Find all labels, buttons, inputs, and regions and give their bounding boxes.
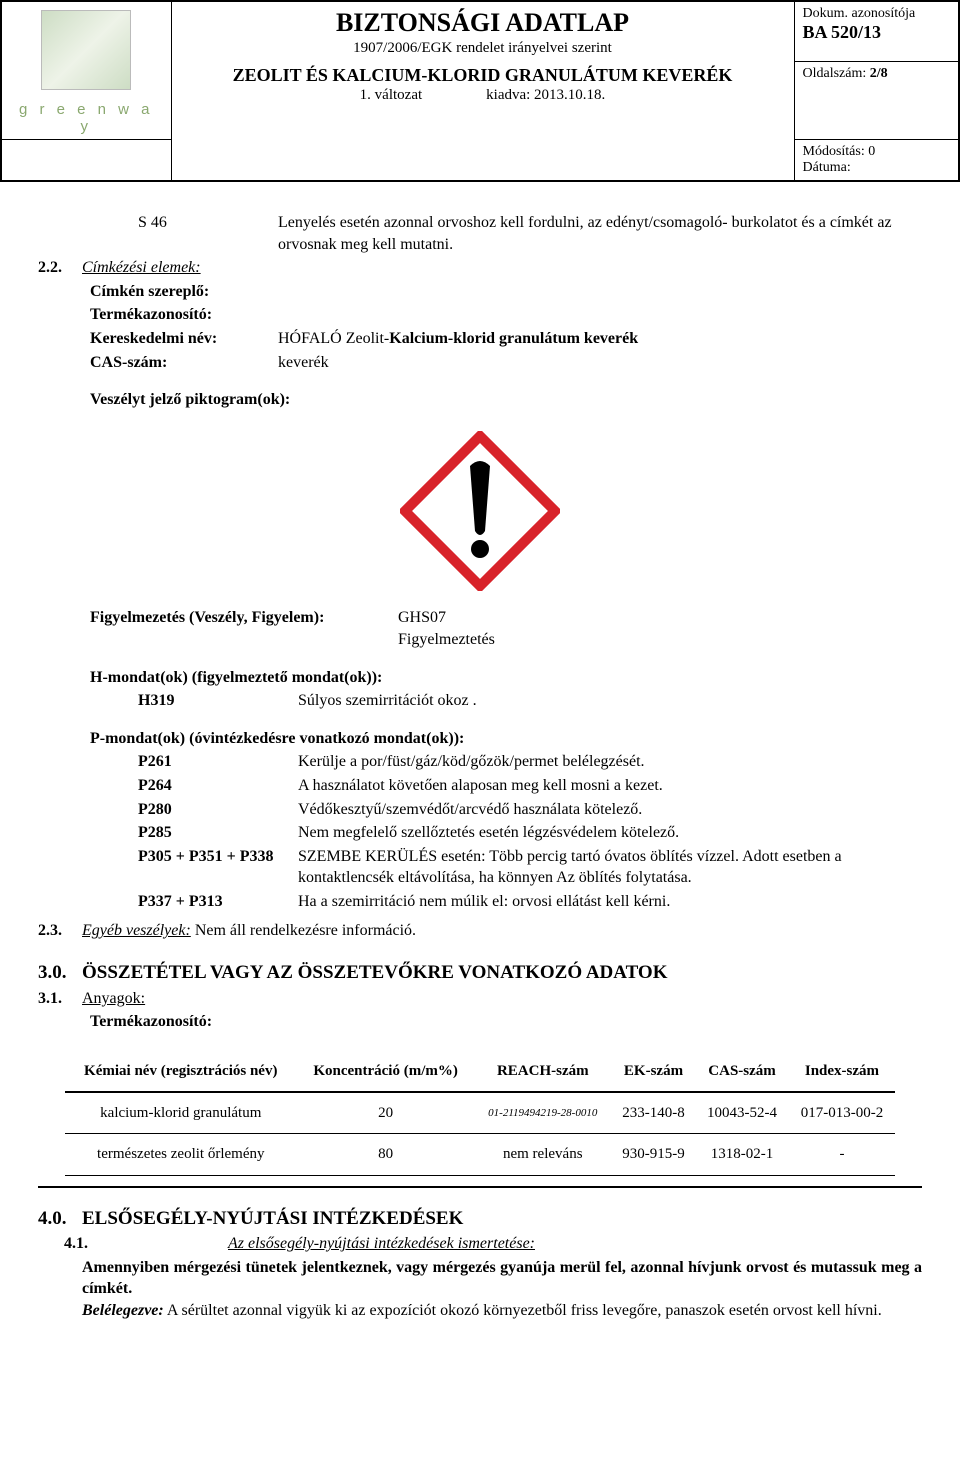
p264-text: A használatot követően alaposan meg kell… [298, 775, 922, 797]
r1-idx: 017-013-00-2 [788, 1092, 895, 1134]
greenway-logo-text: g r e e n w a y [10, 101, 163, 135]
th-idx: Index-szám [788, 1051, 895, 1092]
p280-code: P280 [138, 799, 298, 821]
r2-name: természetes zeolit őrlemény [65, 1134, 298, 1175]
r1-name: kalcium-klorid granulátum [65, 1092, 298, 1134]
doc-id-cell: Dokum. azonosítója BA 520/13 [794, 1, 959, 61]
document-header: g r e e n w a y BIZTONSÁGI ADATLAP 1907/… [0, 0, 960, 182]
mod-label: Módosítás: 0 [803, 144, 951, 160]
sec-41-para1: Amennyiben mérgezési tünetek jelentkezne… [82, 1259, 922, 1298]
th-ek: EK-szám [611, 1051, 695, 1092]
cas-label: CAS-szám: [38, 352, 278, 374]
doc-title: BIZTONSÁGI ADATLAP [180, 8, 786, 38]
p305-text: SZEMBE KERÜLÉS esetén: Több percig tartó… [298, 846, 922, 889]
ghs07-icon [400, 431, 560, 591]
sec-23-text: Egyéb veszélyek: Nem áll rendelkezésre i… [82, 920, 416, 942]
sec-41-para2-bold: Belélegezve: [82, 1302, 164, 1319]
keresk-label: Kereskedelmi név: [38, 328, 278, 350]
page-value: 2/8 [870, 66, 888, 81]
sec-41-title: Az elsősegély-nyújtási intézkedések isme… [228, 1233, 535, 1255]
sec-30-title: ÖSSZETÉTEL VAGY AZ ÖSSZETEVŐKRE VONATKOZ… [82, 960, 667, 986]
sec-40-title: ELSŐSEGÉLY-NYÚJTÁSI INTÉZKEDÉSEK [82, 1206, 463, 1232]
version-label: 1. változat [360, 87, 422, 103]
r1-ek: 233-140-8 [611, 1092, 695, 1134]
cas-value: keverék [278, 352, 922, 374]
title-cell: BIZTONSÁGI ADATLAP 1907/2006/EGK rendele… [171, 1, 794, 61]
p261-code: P261 [138, 751, 298, 773]
cimken-label: Címkén szereplő: [38, 281, 278, 303]
th-name: Kémiai név (regisztrációs név) [65, 1051, 298, 1092]
r1-conc: 20 [297, 1092, 474, 1134]
p285-text: Nem megfelelő szellőztetés esetén légzés… [298, 822, 922, 844]
r2-reach: nem releváns [474, 1134, 611, 1175]
s46-code: S 46 [38, 212, 278, 255]
p261-text: Kerülje a por/füst/gáz/köd/gőzök/permet … [298, 751, 922, 773]
mod-cell: Módosítás: 0 Dátuma: [794, 140, 959, 182]
page-cell: Oldalszám: 2/8 [794, 61, 959, 140]
r2-conc: 80 [297, 1134, 474, 1175]
table-row: természetes zeolit őrlemény 80 nem relev… [65, 1134, 896, 1175]
p280-text: Védőkesztyű/szemvédőt/arcvédő használata… [298, 799, 922, 821]
document-body: S 46 Lenyelés esetén azonnal orvoshoz ke… [0, 182, 960, 1332]
table-header-row: Kémiai név (regisztrációs név) Koncentrá… [65, 1051, 896, 1092]
logo-cell: g r e e n w a y [1, 1, 171, 140]
ghs-block: GHS07 Figyelmeztetés [398, 607, 922, 650]
p-header: P-mondat(ok) (óvintézkedésre vonatkozó m… [38, 728, 464, 750]
ghs-code: GHS07 [398, 607, 922, 629]
sec-31-title: Anyagok: [82, 988, 145, 1010]
sec-22-title: Címkézési elemek: [82, 257, 201, 279]
signal-value: Figyelmeztetés [398, 629, 922, 651]
ghs-pictogram [38, 431, 922, 598]
sec-41-para1-wrap: Amennyiben mérgezési tünetek jelentkezne… [82, 1257, 922, 1300]
product-cell: ZEOLIT ÉS KALCIUM-KLORID GRANULÁTUM KEVE… [171, 61, 794, 181]
r1-reach: 01-2119494219-28-0010 [474, 1092, 611, 1134]
sec-30-num: 3.0. [38, 960, 82, 986]
greenway-logo-image [41, 10, 131, 90]
p305-code: P305 + P351 + P338 [138, 846, 298, 889]
sec-41-num: 4.1. [64, 1233, 108, 1255]
th-conc: Koncentráció (m/m%) [297, 1051, 474, 1092]
issued-label: kiadva: 2013.10.18. [486, 87, 605, 103]
section-divider [38, 1186, 922, 1188]
doc-id-label: Dokum. azonosítója [803, 6, 951, 22]
r1-cas: 10043-52-4 [696, 1092, 789, 1134]
p337-text: Ha a szemirritáció nem múlik el: orvosi … [298, 891, 922, 913]
doc-subtitle: 1907/2006/EGK rendelet irányelvei szerin… [180, 40, 786, 57]
product-name: ZEOLIT ÉS KALCIUM-KLORID GRANULÁTUM KEVE… [180, 65, 786, 86]
termek-label-2: Termékazonosító: [38, 1011, 278, 1033]
r2-ek: 930-915-9 [611, 1134, 695, 1175]
composition-table: Kémiai név (regisztrációs név) Koncentrá… [65, 1051, 896, 1176]
r2-cas: 1318-02-1 [696, 1134, 789, 1175]
sec-22-num: 2.2. [38, 257, 82, 279]
s46-text: Lenyelés esetén azonnal orvoshoz kell fo… [278, 212, 922, 255]
date-label: Dátuma: [803, 160, 951, 176]
sec-41-para2-wrap: Belélegezve: A sérültet azonnal vigyük k… [82, 1300, 922, 1322]
sec-31-num: 3.1. [38, 988, 82, 1010]
sec-40-num: 4.0. [38, 1206, 82, 1232]
page-label: Oldalszám: [803, 66, 867, 81]
table-row: kalcium-klorid granulátum 20 01-21194942… [65, 1092, 896, 1134]
sec-23-num: 2.3. [38, 920, 82, 942]
h319-code: H319 [138, 690, 298, 712]
keresk-value: HÓFALÓ Zeolit-Kalcium-klorid granulátum … [278, 328, 922, 350]
p285-code: P285 [138, 822, 298, 844]
p264-code: P264 [138, 775, 298, 797]
r2-idx: - [788, 1134, 895, 1175]
th-reach: REACH-szám [474, 1051, 611, 1092]
blank-cell [1, 140, 171, 182]
h-header: H-mondat(ok) (figyelmeztető mondat(ok)): [38, 667, 382, 689]
termek-label-1: Termékazonosító: [38, 304, 278, 326]
h319-text: Súlyos szemirritációt okoz . [298, 690, 922, 712]
th-cas: CAS-szám [696, 1051, 789, 1092]
signal-label: Figyelmezetés (Veszély, Figyelem): [38, 607, 398, 650]
sec-41-para2: A sérültet azonnal vigyük ki az expozíci… [164, 1302, 882, 1319]
p337-code: P337 + P313 [138, 891, 298, 913]
doc-id-value: BA 520/13 [803, 22, 951, 43]
pikto-label: Veszélyt jelző piktogram(ok): [38, 389, 290, 411]
